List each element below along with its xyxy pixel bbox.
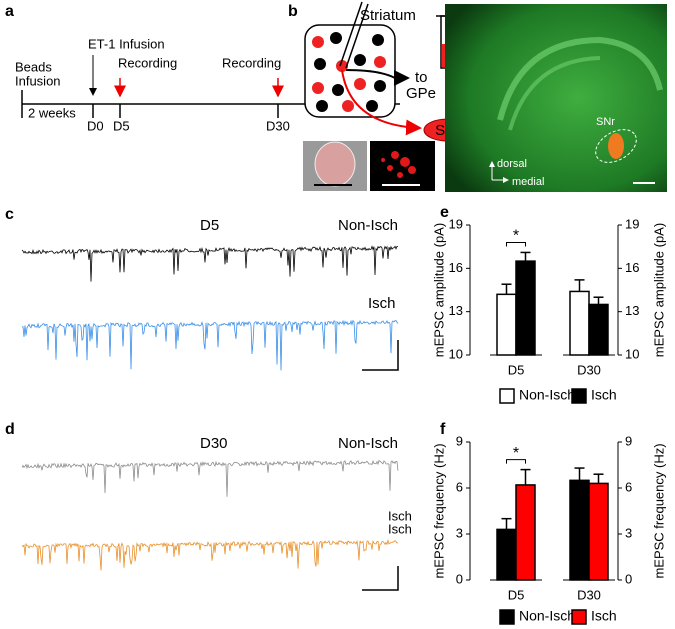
- y2-axis-label: mEPSC frequency (Hz): [651, 443, 666, 578]
- y2-tick-label: 16: [625, 260, 639, 275]
- significance-mark: *: [513, 228, 519, 245]
- trace: [21, 319, 399, 371]
- trace: [21, 459, 399, 497]
- label: Non-Isch: [338, 217, 398, 234]
- significance-bracket: [506, 459, 526, 464]
- trace: [21, 245, 399, 282]
- label: GPe: [406, 85, 436, 102]
- panel-label: a: [5, 3, 14, 20]
- label: medial: [512, 176, 544, 188]
- label: Beads: [15, 59, 52, 74]
- label: SNr: [596, 116, 615, 128]
- brain-image: [445, 4, 667, 192]
- label: dorsal: [497, 158, 527, 170]
- y-axis-label: mEPSC frequency (Hz): [431, 443, 446, 578]
- y-tick-label: 13: [449, 303, 463, 318]
- label: Isch: [388, 521, 412, 536]
- x-tick-label: D5: [508, 587, 525, 602]
- bar: [569, 290, 590, 356]
- neurons: [312, 32, 386, 112]
- y2-tick-label: 9: [625, 433, 632, 448]
- snr-outline: [595, 129, 637, 163]
- arrow: [341, 69, 422, 136]
- label: Recording: [222, 55, 281, 70]
- label: to: [415, 69, 428, 86]
- label: ET-1 Infusion: [88, 36, 165, 51]
- label: D5: [200, 217, 219, 234]
- bar: [588, 482, 609, 581]
- legend-swatch: [499, 609, 515, 625]
- bar: [515, 484, 536, 581]
- y-tick-label: 0: [456, 571, 463, 586]
- panel-label: e: [440, 204, 449, 221]
- y-tick-label: 9: [456, 433, 463, 448]
- legend-swatch: [571, 388, 587, 404]
- y-axis-label: mEPSC amplitude (pA): [431, 223, 446, 357]
- y2-tick-label: 10: [625, 346, 639, 361]
- fluorescence: [381, 151, 416, 178]
- label: D0: [87, 118, 104, 133]
- y-tick-label: 6: [456, 479, 463, 494]
- y2-tick-label: 0: [625, 571, 632, 586]
- y-tick-label: 3: [456, 525, 463, 540]
- label: Non-Isch: [338, 435, 398, 452]
- legend-label: Non-Isch: [519, 608, 575, 624]
- legend-swatch: [499, 388, 515, 404]
- scale-bar: [362, 566, 399, 591]
- y-tick-label: 19: [449, 216, 463, 231]
- scale-bar: [362, 340, 399, 371]
- label: Striatum: [360, 7, 416, 24]
- trace: [21, 538, 399, 571]
- cell: [314, 141, 356, 187]
- panel-label: b: [288, 3, 298, 20]
- tissue: [508, 56, 601, 131]
- panel-b: b Striatum to GPe SNr SNr dorsal medial: [288, 1, 667, 192]
- y2-tick-label: 6: [625, 479, 632, 494]
- infection-site: [608, 133, 624, 159]
- bar: [496, 528, 517, 581]
- label: Infusion: [15, 73, 61, 88]
- arrow: [345, 69, 410, 86]
- significance-mark: *: [513, 445, 519, 462]
- y2-tick-label: 13: [625, 303, 639, 318]
- x-tick-label: D5: [508, 362, 525, 377]
- legend-label: Non-Isch: [519, 387, 575, 403]
- bar: [588, 303, 609, 356]
- bar: [569, 479, 590, 581]
- label: D30: [200, 435, 228, 452]
- y2-axis-label: mEPSC amplitude (pA): [651, 223, 666, 357]
- legend-label: Isch: [591, 387, 617, 403]
- y2-tick-label: 19: [625, 216, 639, 231]
- x-tick-label: D30: [577, 362, 601, 377]
- panel-label: f: [440, 421, 446, 438]
- panel-d: d D30 Non-Isch Isch Isch: [5, 421, 412, 591]
- bar: [496, 293, 517, 356]
- label: 2 weeks: [28, 105, 76, 120]
- legend-swatch: [571, 609, 587, 625]
- label: Recording: [118, 55, 177, 70]
- label: D5: [113, 118, 130, 133]
- label: D30: [266, 118, 290, 133]
- pipette: [339, 1, 369, 69]
- panel-label: c: [5, 206, 14, 223]
- legend-label: Isch: [591, 608, 617, 624]
- panel-label: d: [5, 421, 15, 438]
- label: Isch: [388, 508, 412, 523]
- tissue: [497, 36, 663, 121]
- x-tick-label: D30: [577, 587, 601, 602]
- label: Isch: [368, 295, 396, 312]
- y-tick-label: 10: [449, 346, 463, 361]
- significance-bracket: [506, 241, 526, 247]
- panel-c: c D5 Non-Isch Isch: [5, 206, 399, 371]
- y2-tick-label: 3: [625, 525, 632, 540]
- y-tick-label: 16: [449, 260, 463, 275]
- bar: [515, 260, 536, 356]
